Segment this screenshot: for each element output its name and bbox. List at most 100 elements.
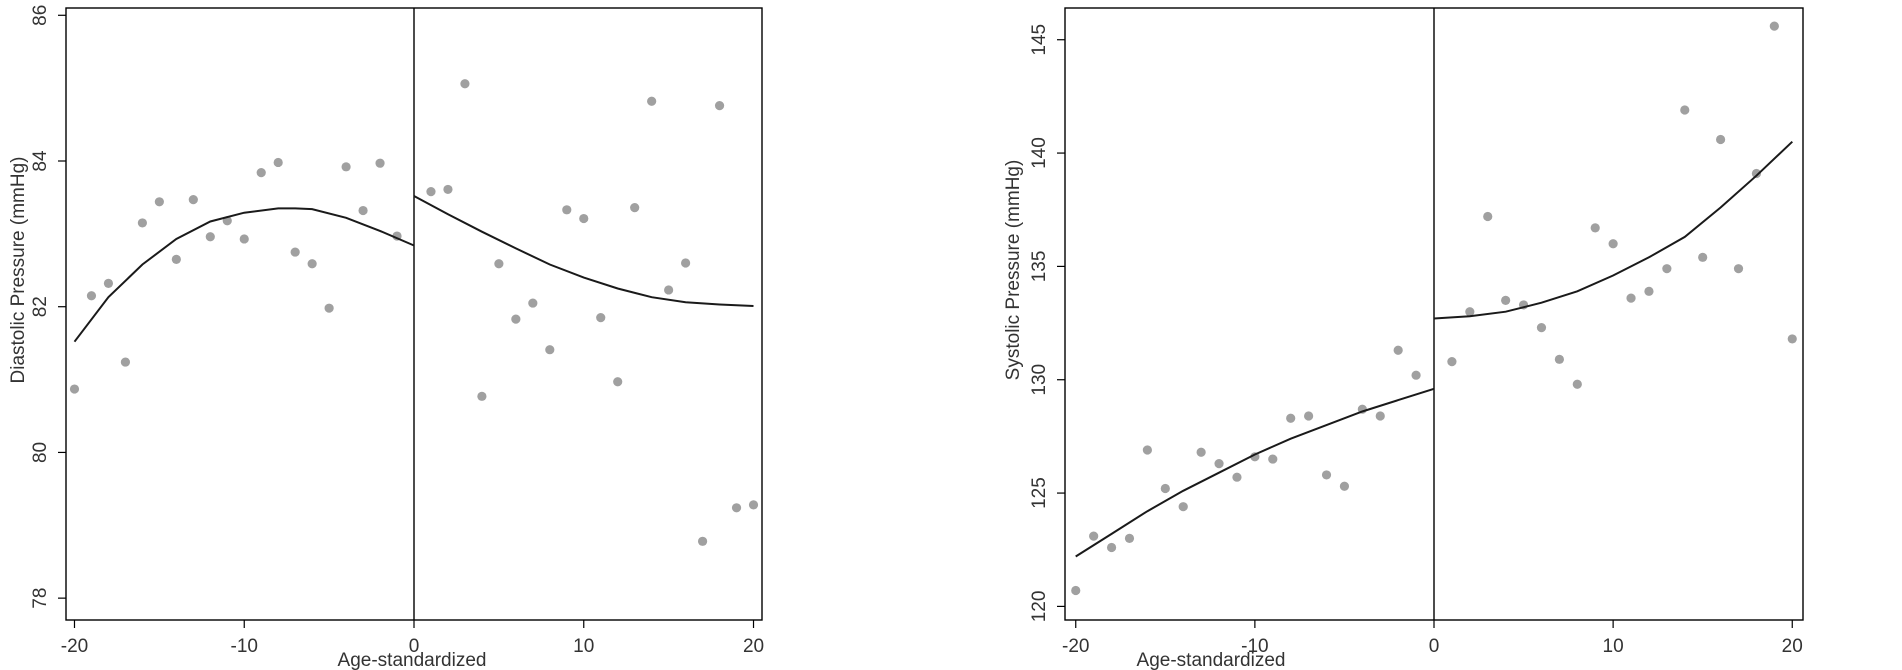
data-point [545, 345, 555, 355]
y-tick-label: 80 [30, 442, 51, 463]
fit-line-left [1075, 387, 1435, 558]
data-point [1769, 21, 1779, 31]
data-point [1608, 239, 1618, 249]
data-point [681, 258, 691, 268]
x-tick-label: -20 [1062, 636, 1089, 657]
data-point [1089, 531, 1099, 541]
data-point [1662, 264, 1672, 274]
data-point [1644, 286, 1654, 296]
data-point [579, 213, 589, 224]
x-tick-label: 10 [573, 636, 594, 657]
y-tick-label: 120 [1029, 591, 1050, 623]
data-point [1268, 454, 1278, 464]
data-point [1178, 502, 1188, 512]
data-point [1286, 413, 1296, 423]
data-point [477, 391, 487, 401]
systolic-chart: Systolic Pressure (mmHg) Age-standardize… [1003, 7, 1804, 670]
data-point [1142, 445, 1152, 455]
data-point [239, 234, 249, 244]
data-point [256, 168, 266, 178]
x-tick-label: -10 [1241, 636, 1268, 657]
y-tick-label: 125 [1029, 477, 1050, 509]
data-point [1071, 585, 1081, 596]
data-point [528, 298, 538, 308]
data-point [1483, 211, 1493, 222]
data-point [714, 101, 725, 111]
data-point [1536, 323, 1547, 333]
data-point [375, 158, 385, 168]
data-point [697, 536, 708, 546]
data-point [1501, 295, 1511, 305]
data-point [1787, 334, 1797, 344]
data-point [1411, 370, 1421, 380]
data-point [443, 184, 453, 195]
y-tick-label: 130 [1029, 364, 1050, 396]
x-tick-label: 20 [743, 636, 764, 657]
data-point [290, 247, 300, 257]
data-point [1214, 459, 1224, 469]
data-point [426, 187, 436, 197]
data-point [1304, 411, 1314, 421]
data-point [613, 377, 623, 387]
y-tick-label: 78 [30, 588, 51, 609]
data-point [1716, 134, 1726, 145]
data-point [171, 254, 181, 264]
x-tick-label: 0 [1429, 636, 1440, 657]
data-point [1106, 542, 1117, 553]
data-point [341, 162, 351, 172]
data-point [1698, 252, 1708, 262]
data-point [137, 218, 147, 228]
data-point [562, 205, 572, 215]
data-point [358, 205, 368, 216]
data-point [460, 79, 470, 89]
x-axis-label: Age-standardized [338, 650, 487, 670]
data-point [630, 203, 640, 213]
data-point [103, 278, 114, 288]
data-point [1339, 481, 1350, 491]
data-point [1393, 345, 1403, 355]
data-point [69, 384, 80, 394]
y-tick-label: 82 [30, 296, 51, 317]
x-tick-label: 20 [1782, 636, 1803, 657]
data-point [1626, 293, 1636, 303]
data-point [273, 157, 283, 168]
y-tick-label: 145 [1029, 24, 1050, 56]
data-point [1465, 307, 1475, 317]
data-point [1124, 533, 1135, 544]
y-tick-label: 140 [1029, 137, 1050, 169]
x-axis-label: Age-standardized [1137, 650, 1286, 670]
data-point [647, 96, 657, 106]
data-point [1680, 105, 1690, 115]
y-tick-label: 86 [30, 5, 51, 26]
data-point [1751, 168, 1762, 179]
x-tick-label: 0 [409, 636, 420, 657]
data-point [205, 232, 215, 242]
data-point [1196, 447, 1206, 457]
diastolic-chart: Diastolic Pressure (mmHg) Age-standardiz… [8, 5, 764, 670]
data-point [1375, 411, 1385, 421]
y-tick-label: 135 [1029, 251, 1050, 283]
y-tick-label: 84 [30, 150, 51, 172]
data-point [731, 503, 742, 513]
data-point [1554, 354, 1564, 364]
data-point [1572, 379, 1582, 389]
x-tick-label: -20 [61, 636, 88, 657]
data-point [1447, 357, 1457, 367]
data-point [748, 500, 759, 510]
data-point [511, 314, 521, 324]
x-tick-label: -10 [231, 636, 258, 657]
data-point [1321, 470, 1332, 480]
fit-line-left [73, 207, 415, 343]
data-point [664, 285, 674, 295]
data-point [188, 195, 198, 205]
data-point [86, 291, 97, 301]
data-point [154, 197, 164, 207]
data-point [494, 259, 504, 269]
data-point [1733, 264, 1744, 274]
y-axis-label: Diastolic Pressure (mmHg) [8, 157, 29, 384]
data-point [1160, 483, 1170, 494]
data-point [1232, 472, 1242, 482]
data-point [307, 259, 317, 269]
fit-line-right [413, 195, 754, 307]
y-axis-label: Systolic Pressure (mmHg) [1003, 160, 1024, 381]
